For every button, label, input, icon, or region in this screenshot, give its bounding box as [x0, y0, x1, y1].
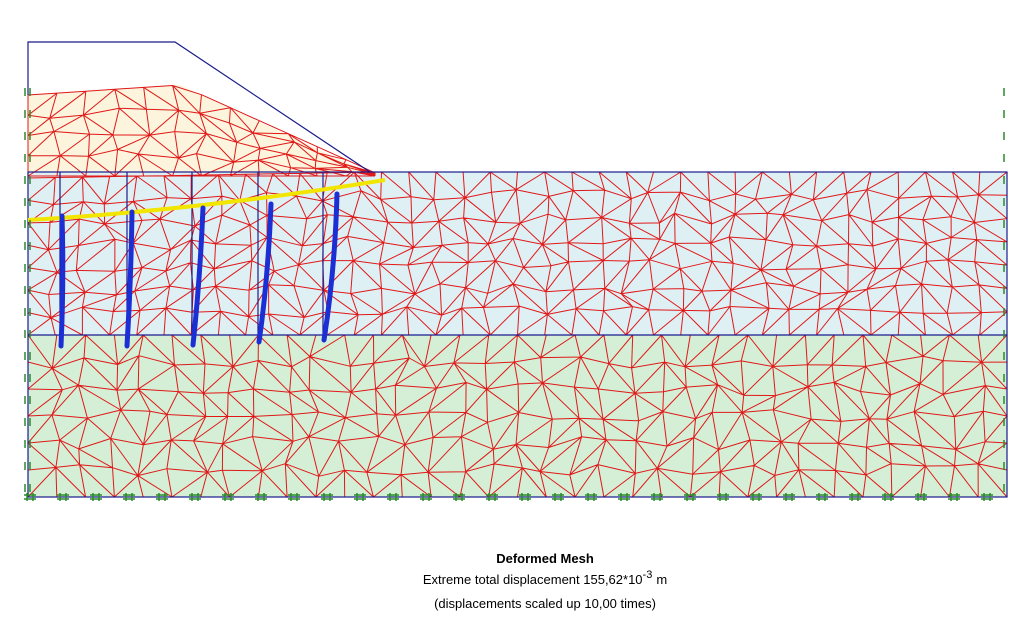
displacement-exponent: -3: [643, 569, 653, 581]
caption-displacement: Extreme total displacement 155,62*10-3 m: [423, 569, 667, 587]
soil-layers: [28, 85, 1007, 497]
pile: [124, 209, 135, 349]
pile: [256, 201, 274, 345]
upper-layer-fill: [28, 172, 1007, 335]
pile: [321, 191, 340, 343]
mesh-elements: [27, 85, 376, 177]
boundary-fixities: [24, 88, 1005, 501]
pile: [58, 213, 66, 349]
geogrid: [27, 178, 386, 222]
original-outline: [27, 41, 371, 173]
mesh-elements: [27, 171, 1008, 336]
caption-title: Deformed Mesh: [496, 551, 594, 566]
displacement-unit: m: [656, 572, 667, 587]
mesh: [27, 85, 1008, 498]
displacement-text: Extreme total displacement 155,62*10: [423, 572, 643, 587]
pile: [190, 205, 206, 348]
caption-note: (displacements scaled up 10,00 times): [434, 596, 656, 611]
piles: [58, 191, 340, 349]
